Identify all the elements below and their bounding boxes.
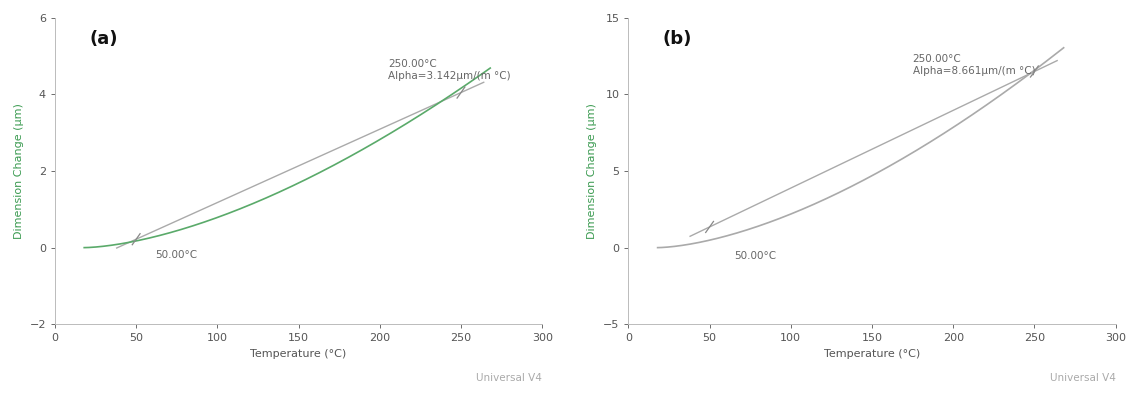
Text: 250.00°C
Alpha=8.661μm/(m °C): 250.00°C Alpha=8.661μm/(m °C) — [913, 54, 1035, 76]
Text: 50.00°C: 50.00°C — [734, 251, 776, 261]
Y-axis label: Dimension Change (μm): Dimension Change (μm) — [14, 103, 24, 239]
X-axis label: Temperature (°C): Temperature (°C) — [824, 349, 920, 359]
Text: 250.00°C
Alpha=3.142μm/(m °C): 250.00°C Alpha=3.142μm/(m °C) — [388, 60, 511, 81]
Text: Universal V4: Universal V4 — [477, 373, 543, 383]
X-axis label: Temperature (°C): Temperature (°C) — [251, 349, 347, 359]
Text: (a): (a) — [89, 30, 117, 48]
Text: 50.00°C: 50.00°C — [156, 250, 198, 260]
Text: Universal V4: Universal V4 — [1050, 373, 1116, 383]
Y-axis label: Dimension Change (μm): Dimension Change (μm) — [587, 103, 597, 239]
Text: (b): (b) — [662, 30, 692, 48]
